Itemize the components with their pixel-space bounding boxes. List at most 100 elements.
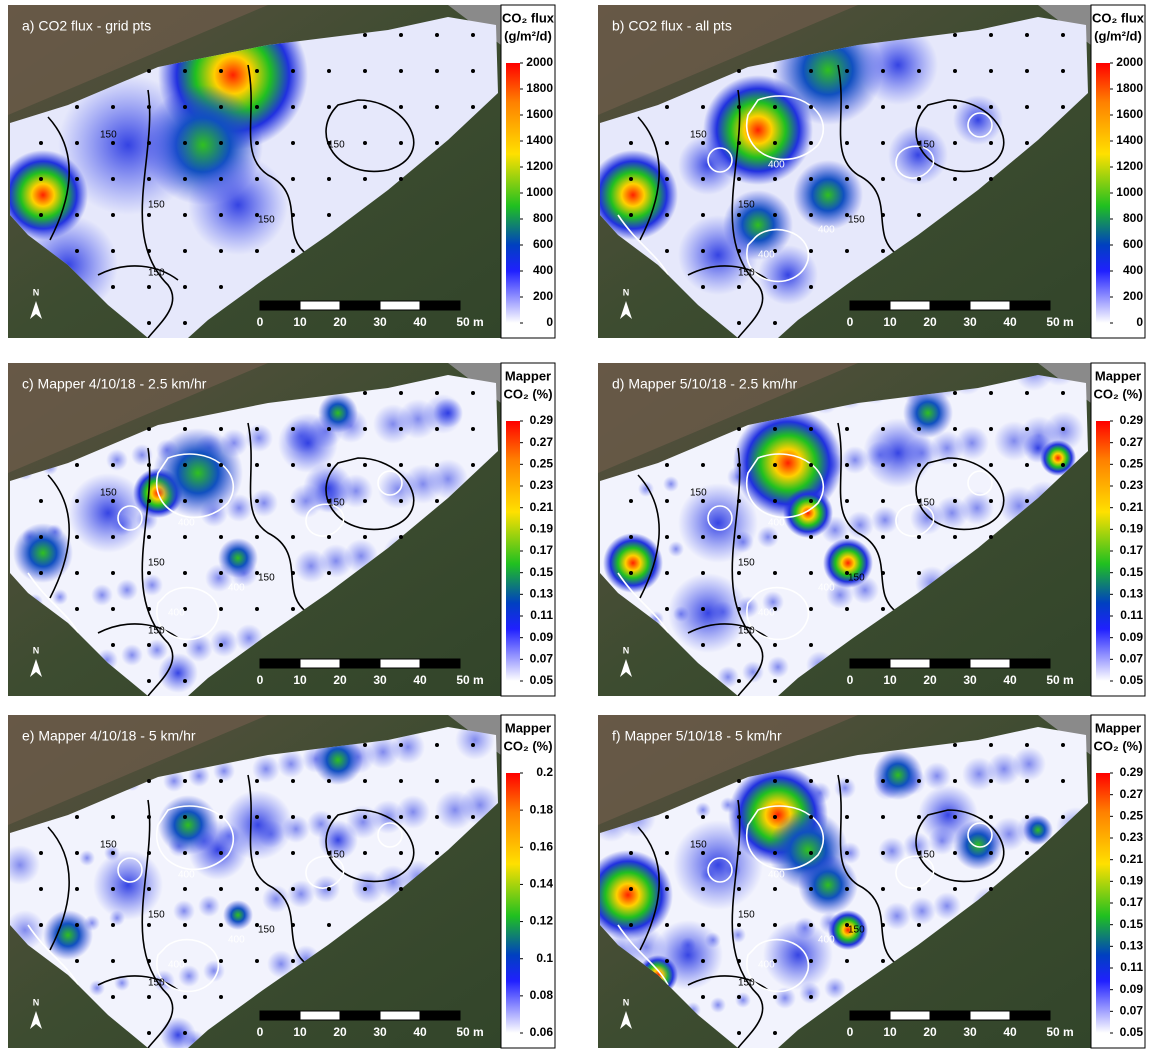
sample-point [845, 499, 849, 503]
sample-point [845, 249, 849, 253]
sample-point [809, 463, 813, 467]
colorbar-label: 800 [533, 211, 553, 225]
sample-point [399, 815, 403, 819]
sample-point [291, 213, 295, 217]
colorbar-label: 0.14 [530, 877, 554, 891]
scale-segment [850, 659, 890, 668]
sample-point [665, 177, 669, 181]
sample-point [147, 177, 151, 181]
sample-point [881, 851, 885, 855]
sample-point [183, 463, 187, 467]
contour-label: 150 [100, 488, 117, 499]
sample-point [327, 815, 331, 819]
scale-label: 0 [257, 673, 264, 687]
sample-point [773, 851, 777, 855]
sample-point [219, 923, 223, 927]
sample-point [1025, 33, 1029, 37]
sample-point [183, 535, 187, 539]
contour-label: 400 [818, 583, 835, 594]
sample-point [219, 177, 223, 181]
colorbar-label: 1000 [1116, 185, 1143, 199]
sample-point [809, 213, 813, 217]
sample-point [291, 141, 295, 145]
contour-label: 150 [328, 850, 345, 861]
sample-point [183, 427, 187, 431]
contour-label: 400 [768, 160, 785, 171]
sample-point [147, 851, 151, 855]
sample-point [953, 463, 957, 467]
colorbar-label: 0.07 [1120, 1004, 1144, 1018]
sample-point [183, 571, 187, 575]
contour-label: 150 [848, 925, 865, 936]
sample-point [255, 105, 259, 109]
speckle [116, 579, 138, 601]
sample-point [989, 851, 993, 855]
sample-point [809, 923, 813, 927]
scale-label: 30 [373, 315, 387, 329]
sample-point [917, 815, 921, 819]
sample-point [435, 69, 439, 73]
colorbar-label: 0.1 [536, 951, 553, 965]
sample-point [255, 959, 259, 963]
sample-point [111, 959, 115, 963]
sample-point [147, 463, 151, 467]
sample-point [1025, 141, 1029, 145]
speckle [252, 755, 280, 783]
scale-segment [970, 659, 1010, 668]
sample-point [255, 427, 259, 431]
sample-point [147, 995, 151, 999]
sample-point [917, 779, 921, 783]
sample-point [809, 643, 813, 647]
speckle [767, 656, 789, 678]
sample-point [183, 141, 187, 145]
sample-point [111, 923, 115, 927]
sample-point [435, 33, 439, 37]
sample-point [183, 923, 187, 927]
sample-point [953, 779, 957, 783]
sample-point [399, 535, 403, 539]
contour-label: 150 [328, 140, 345, 151]
scale-label: 10 [293, 673, 307, 687]
sample-point [881, 427, 885, 431]
scale-segment [300, 659, 340, 668]
sample-point [665, 105, 669, 109]
sample-point [75, 177, 79, 181]
colorbar-label: 0.21 [1120, 500, 1144, 514]
sample-point [809, 995, 813, 999]
scale-label: 50 m [456, 315, 483, 329]
sample-point [147, 815, 151, 819]
sample-point [363, 743, 367, 747]
scale-label: 10 [293, 1025, 307, 1039]
contour-label: 150 [148, 200, 165, 211]
sample-point [291, 249, 295, 253]
sample-point [809, 815, 813, 819]
scale-label: 50 m [1046, 673, 1073, 687]
colorbar-label: 0.08 [530, 988, 554, 1002]
scale-segment [1010, 659, 1050, 668]
contour-label: 400 [818, 225, 835, 236]
scale-segment [300, 301, 340, 310]
sample-point [111, 571, 115, 575]
colorbar-label: 0.21 [1120, 852, 1144, 866]
sample-point [917, 177, 921, 181]
scale-label: 10 [883, 1025, 897, 1039]
sample-point [255, 69, 259, 73]
colorbar-label: 1400 [526, 133, 553, 147]
sample-point [881, 141, 885, 145]
sample-point [39, 887, 43, 891]
scale-label: 10 [883, 673, 897, 687]
sample-point [219, 285, 223, 289]
sample-point [327, 571, 331, 575]
contour-label: 400 [168, 608, 185, 619]
speckle [883, 902, 911, 930]
colorbar-label: 0.19 [1120, 522, 1144, 536]
hotspot [863, 418, 933, 488]
scale-label: 30 [963, 1025, 977, 1039]
sample-point [327, 887, 331, 891]
sample-point [255, 887, 259, 891]
sample-point [953, 427, 957, 431]
sample-point [363, 69, 367, 73]
contour-label: 150 [738, 626, 755, 637]
sample-point [953, 851, 957, 855]
